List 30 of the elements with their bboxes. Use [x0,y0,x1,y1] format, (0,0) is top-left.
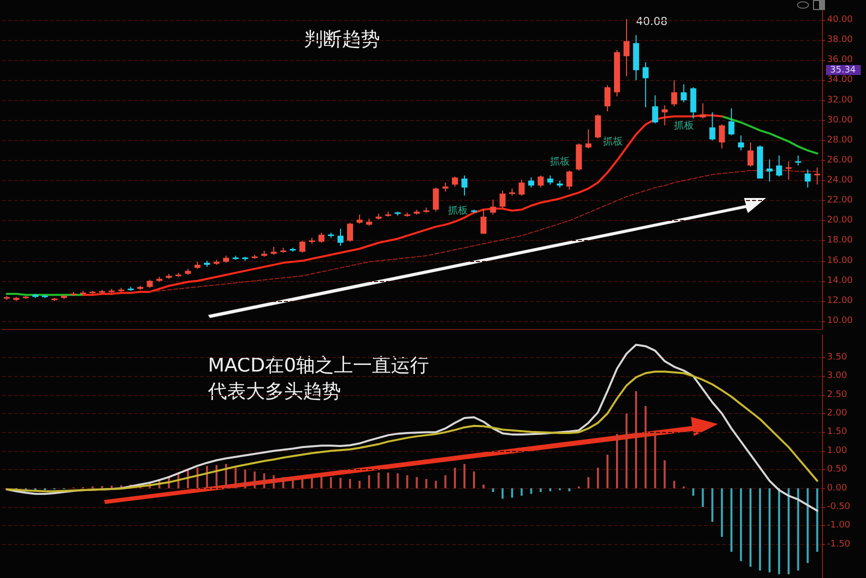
y-tick-label: 18.00 [827,236,854,246]
y-tick-label: 24.00 [827,176,854,186]
y-tick-label: 28.00 [827,135,854,146]
y-tick-label: -1.50 [827,539,851,550]
y-tick-label: 1.00 [827,446,848,456]
y-tick-label: 32.00 [827,95,854,106]
y-tick-label: -0.50 [827,502,851,512]
y-tick-label: 20.00 [827,216,854,226]
y-tick-label: 26.00 [827,155,854,166]
y-tick-label: 12.00 [827,296,854,306]
y-tick-label: 22.00 [827,196,854,206]
y-tick-label: 30.00 [827,115,854,126]
y-tick-label: 0.50 [827,464,848,475]
y-tick-label: 16.00 [827,256,854,266]
y-tick-label: 40.00 [827,15,854,26]
y-tick-label: 14.00 [827,276,854,286]
y-tick-label: 34.00 [827,75,854,86]
y-tick-label: 38.00 [827,35,854,46]
y-tick-label: 3.00 [827,371,848,382]
y-tick-label: 0.00 [827,483,848,494]
y-tick-label: -1.00 [827,520,851,531]
y-tick-label: 36.00 [827,55,854,66]
y-tick-label: 1.50 [827,427,848,438]
y-tick-label: 10.00 [827,316,854,326]
annotation: 抓板 [674,120,694,132]
text: 35.34 [830,66,856,76]
y-tick-label: 2.00 [827,408,848,419]
annotation: 抓板 [448,204,468,216]
y-tick-label: 2.50 [827,390,848,400]
y-tick-label: 3.50 [827,352,848,362]
